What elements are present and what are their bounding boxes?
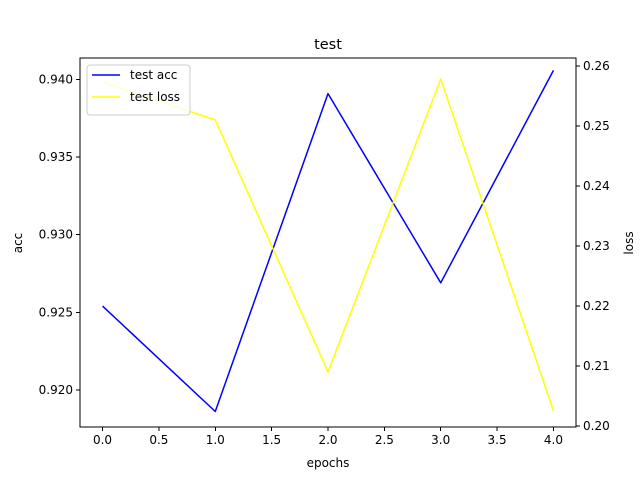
x-tick-label: 1.0: [206, 433, 225, 447]
y-tick-label-left: 0.930: [39, 228, 73, 242]
x-tick-label: 2.5: [375, 433, 394, 447]
x-tick-label: 1.5: [262, 433, 281, 447]
x-tick-label: 0.0: [93, 433, 112, 447]
y-tick-label-right: 0.25: [583, 119, 610, 133]
y-tick-label-left: 0.920: [39, 383, 73, 397]
x-tick-label: 3.5: [488, 433, 507, 447]
y-axis-label-left: acc: [11, 233, 25, 254]
y-tick-label-left: 0.935: [39, 150, 73, 164]
y-tick-label-left: 0.940: [39, 73, 73, 87]
legend-label-2: test loss: [130, 90, 180, 104]
chart-title: test: [314, 37, 342, 53]
x-tick-label: 0.5: [149, 433, 168, 447]
y-tick-label-right: 0.26: [583, 59, 610, 73]
y-tick-label-right: 0.20: [583, 419, 610, 433]
legend: test acc test loss: [86, 64, 191, 116]
x-tick-label: 4.0: [544, 433, 563, 447]
y-tick-label-right: 0.21: [583, 359, 610, 373]
y-tick-label-left: 0.925: [39, 305, 73, 319]
y-tick-label-right: 0.24: [583, 179, 610, 193]
legend-box: [86, 64, 191, 116]
axes: 0.0 0.5 1.0 1.5 2.0 2.5 3.0 3.5 4.0 0.920 0.925 0.9…: [39, 57, 610, 447]
x-axis-label: epochs: [307, 456, 350, 470]
y-axis-label-right: loss: [622, 231, 636, 254]
legend-label-1: test acc: [130, 68, 177, 82]
y-tick-label-right: 0.22: [583, 299, 610, 313]
x-tick-label: 2.0: [318, 433, 337, 447]
y-tick-label-right: 0.23: [583, 239, 610, 253]
series-line-1: [102, 70, 555, 413]
x-tick-label: 3.0: [431, 433, 450, 447]
